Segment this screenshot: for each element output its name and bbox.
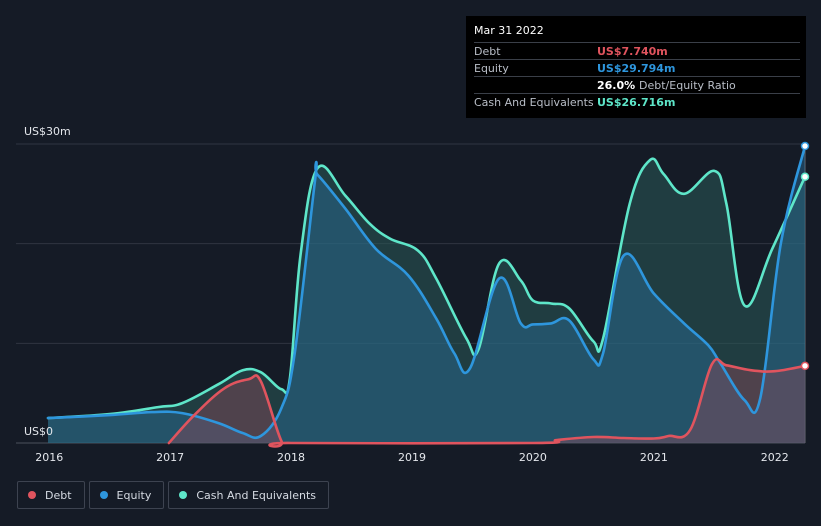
legend-item-equity[interactable]: Equity <box>88 481 165 509</box>
chart-legend: Debt Equity Cash And Equivalents <box>17 481 329 511</box>
legend-label: Debt <box>45 488 72 502</box>
legend-label: Equity <box>116 488 152 502</box>
legend-dot-cash <box>179 491 188 499</box>
line-equity <box>46 144 807 440</box>
tooltip-label: Cash And Equivalents <box>474 96 594 109</box>
end-point-cash-and-equivalents <box>800 172 810 181</box>
ratio-value: 26.0% <box>597 79 636 92</box>
x-tick-label: 2018 <box>277 451 305 464</box>
tooltip-value: 26.0% Debt/Equity Ratio <box>597 79 736 92</box>
area-debt <box>168 359 805 447</box>
legend-dot-debt <box>28 491 36 499</box>
x-tick-label: 2020 <box>519 451 547 464</box>
legend-dot-equity <box>99 491 108 499</box>
tooltip-date: Mar 31 2022 <box>474 24 544 37</box>
x-tick-label: 2019 <box>398 451 426 464</box>
tooltip-row-cash: Cash And Equivalents US$26.716m <box>474 93 800 111</box>
x-tick-label: 2022 <box>761 451 789 464</box>
tooltip-value: US$26.716m <box>597 96 676 109</box>
y-axis-top-label: US$30m <box>24 125 71 138</box>
tooltip-row-ratio: 26.0% Debt/Equity Ratio <box>474 76 800 94</box>
tooltip-row-equity: Equity US$29.794m <box>474 59 800 77</box>
tooltip-value: US$29.794m <box>597 62 676 75</box>
y-axis-bottom-label: US$0 <box>24 425 53 438</box>
tooltip-label: Debt <box>474 45 501 58</box>
x-tick-label: 2021 <box>640 451 668 464</box>
ratio-label: Debt/Equity Ratio <box>639 79 736 92</box>
x-tick-label: 2017 <box>156 451 184 464</box>
data-tooltip: Mar 31 2022 Debt US$7.740m Equity US$29.… <box>466 16 806 118</box>
end-point-equity <box>800 141 810 151</box>
end-point-debt <box>800 361 810 371</box>
line-debt <box>167 357 807 448</box>
legend-label: Cash And Equivalents <box>196 488 316 502</box>
tooltip-row-debt: Debt US$7.740m <box>474 42 800 60</box>
legend-item-cash[interactable]: Cash And Equivalents <box>168 481 329 509</box>
tooltip-label: Equity <box>474 62 509 75</box>
tooltip-value: US$7.740m <box>597 45 668 58</box>
area-equity <box>48 146 805 443</box>
legend-item-debt[interactable]: Debt <box>17 481 85 509</box>
x-tick-label: 2016 <box>35 451 63 464</box>
